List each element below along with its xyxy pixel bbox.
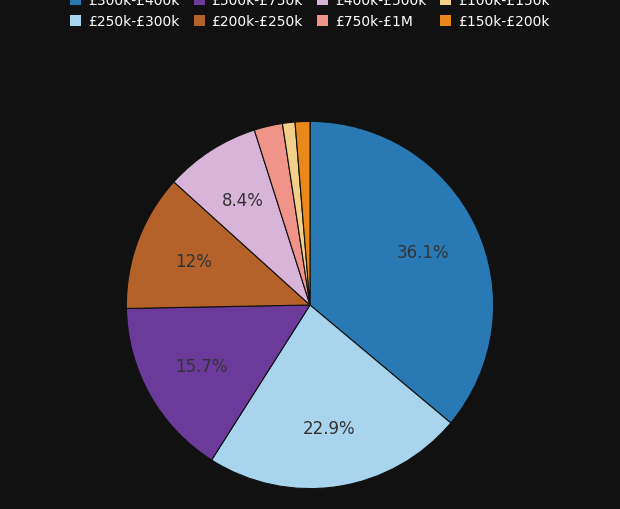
Wedge shape bbox=[126, 183, 310, 309]
Text: 8.4%: 8.4% bbox=[221, 191, 264, 210]
Wedge shape bbox=[295, 122, 310, 305]
Text: 22.9%: 22.9% bbox=[303, 419, 355, 438]
Wedge shape bbox=[283, 123, 310, 305]
Wedge shape bbox=[126, 305, 310, 460]
Text: 15.7%: 15.7% bbox=[175, 357, 228, 376]
Wedge shape bbox=[310, 122, 494, 423]
Legend: £300k-£400k, £250k-£300k, £500k-£750k, £200k-£250k, £400k-£500k, £750k-£1M, £100: £300k-£400k, £250k-£300k, £500k-£750k, £… bbox=[68, 0, 552, 32]
Wedge shape bbox=[211, 305, 451, 489]
Wedge shape bbox=[174, 131, 310, 305]
Text: 12%: 12% bbox=[175, 253, 211, 271]
Text: 36.1%: 36.1% bbox=[397, 244, 450, 262]
Wedge shape bbox=[254, 124, 310, 305]
